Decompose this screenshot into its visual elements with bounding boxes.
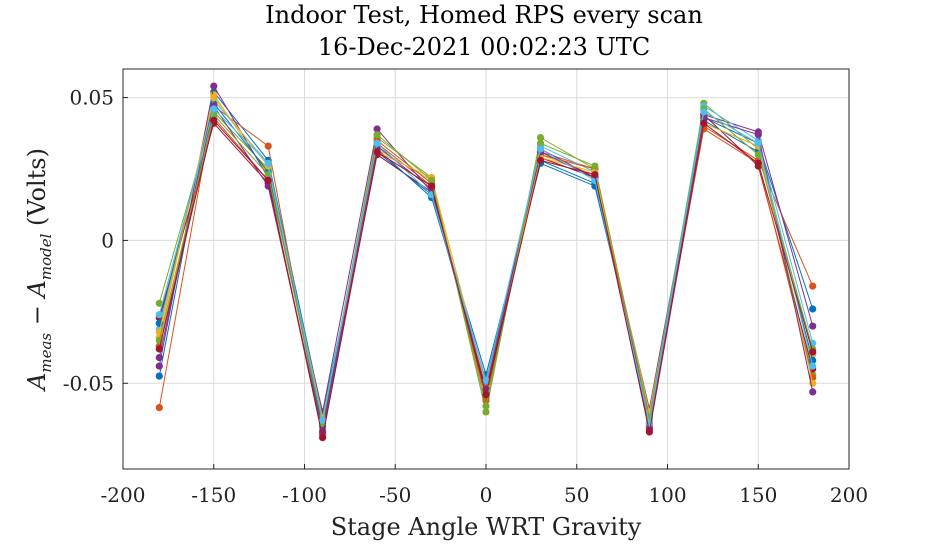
x-tick-label: 150	[739, 483, 777, 507]
chart-title: Indoor Test, Homed RPS every scan	[265, 1, 703, 29]
data-point	[536, 156, 545, 164]
data-point	[210, 105, 218, 113]
data-point	[373, 131, 381, 139]
y-tick-label: -0.05	[63, 371, 114, 395]
data-point	[754, 151, 762, 159]
data-point	[536, 134, 545, 142]
data-point	[809, 322, 817, 330]
x-tick-label: -100	[282, 483, 327, 507]
data-point	[155, 311, 163, 319]
data-point	[754, 139, 762, 147]
series-group	[155, 105, 817, 427]
chart-subtitle: 16-Dec-2021 00:02:23 UTC	[318, 33, 650, 61]
data-point	[428, 182, 436, 190]
data-point	[482, 402, 490, 410]
data-point	[264, 142, 272, 150]
y-axis-label: Ameas − Amodel (Volts)	[23, 148, 55, 392]
y-label-minus: −	[23, 297, 51, 332]
data-point	[210, 82, 218, 90]
data-point	[809, 348, 817, 356]
data-point	[210, 94, 218, 102]
data-point	[155, 354, 163, 362]
data-point	[700, 108, 708, 116]
data-point	[319, 416, 327, 424]
series-group	[155, 116, 817, 442]
y-label-sub1: meas	[37, 333, 55, 373]
data-point	[373, 139, 381, 147]
y-tick-label: 0.05	[69, 86, 114, 110]
x-tick-label: 50	[564, 483, 589, 507]
data-point	[536, 139, 545, 147]
data-point	[155, 404, 163, 412]
y-axis: -0.05 0 0.05	[63, 86, 128, 395]
data-point	[210, 116, 218, 124]
data-point	[319, 434, 327, 442]
data-point	[482, 376, 490, 384]
data-point	[809, 362, 817, 370]
x-axis: -200 -150 -100 -50 0 50 100 150 200	[101, 464, 868, 507]
data-point	[373, 125, 381, 133]
data-point	[591, 171, 599, 179]
data-point	[373, 148, 381, 156]
data-point	[482, 408, 490, 416]
data-point	[809, 305, 817, 313]
y-label-units: (Volts)	[23, 148, 51, 234]
data-point	[754, 131, 762, 139]
x-tick-label: 200	[830, 483, 868, 507]
y-label-sub2: model	[37, 233, 55, 280]
y-label-a1: A	[23, 373, 51, 392]
data-point	[809, 388, 817, 396]
x-tick-label: 100	[648, 483, 686, 507]
data-point	[809, 282, 817, 290]
x-tick-label: -50	[379, 483, 411, 507]
data-point	[536, 145, 545, 153]
data-point	[645, 428, 654, 436]
series-layer	[155, 82, 817, 442]
data-point	[264, 159, 272, 167]
data-point	[155, 362, 163, 370]
y-label-a2: A	[23, 280, 51, 299]
x-tick-label: -200	[101, 483, 146, 507]
data-point	[155, 345, 163, 353]
data-point	[155, 372, 163, 380]
data-point	[754, 159, 762, 167]
data-point	[264, 176, 272, 184]
data-point	[482, 391, 490, 399]
x-tick-label: -150	[191, 483, 236, 507]
data-point	[155, 299, 163, 307]
y-tick-label: 0	[101, 228, 114, 252]
x-tick-label: 0	[480, 483, 493, 507]
data-point	[428, 176, 436, 184]
x-axis-label: Stage Angle WRT Gravity	[331, 513, 642, 541]
data-point	[591, 162, 599, 170]
data-point	[700, 119, 708, 127]
